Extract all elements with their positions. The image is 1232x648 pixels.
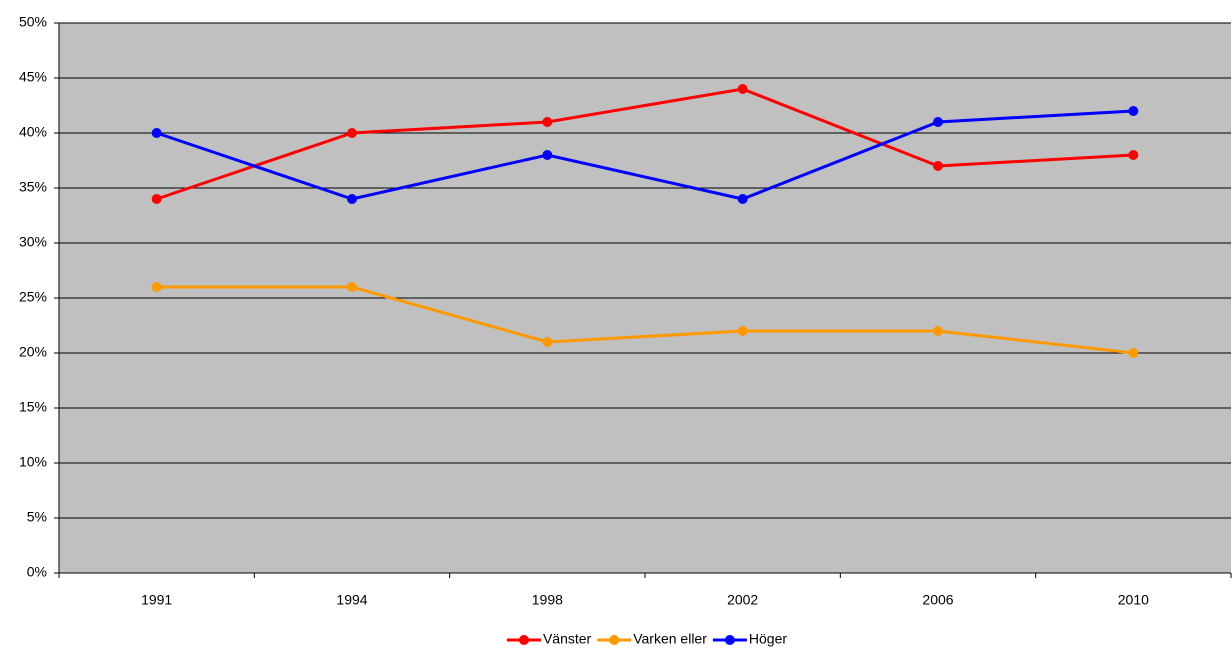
x-tick-label: 1998 xyxy=(532,592,563,608)
point xyxy=(151,128,162,138)
y-tick-label: 5% xyxy=(27,509,47,525)
y-tick-label: 45% xyxy=(19,69,47,85)
y-tick-label: 10% xyxy=(19,454,47,470)
point xyxy=(347,128,357,138)
point xyxy=(737,84,748,94)
point xyxy=(1128,106,1139,116)
point xyxy=(151,194,162,204)
x-tick-label: 2010 xyxy=(1118,592,1149,608)
point xyxy=(542,117,553,127)
y-tick-label: 35% xyxy=(19,179,47,195)
point xyxy=(933,161,943,171)
legend-label: Höger xyxy=(749,631,787,647)
point xyxy=(542,337,553,347)
point xyxy=(542,150,553,160)
y-tick-label: 0% xyxy=(27,564,47,580)
x-tick-label: 1991 xyxy=(141,592,172,608)
y-tick-label: 50% xyxy=(19,14,47,30)
point xyxy=(1128,348,1139,358)
y-tick-label: 25% xyxy=(19,289,47,305)
legend: Vänster Varken eller Höger xyxy=(506,631,787,647)
point xyxy=(933,117,943,127)
legend-label: Varken eller xyxy=(633,631,707,647)
point xyxy=(347,282,357,292)
legend-label: Vänster xyxy=(543,631,592,647)
y-tick-label: 30% xyxy=(19,234,47,250)
legend-marker xyxy=(609,635,620,645)
point xyxy=(1128,150,1139,160)
y-tick-label: 15% xyxy=(19,399,47,415)
x-tick-label: 2002 xyxy=(727,592,758,608)
y-tick-label: 20% xyxy=(19,344,47,360)
point xyxy=(737,326,748,336)
series-line xyxy=(156,285,1134,355)
legend-marker xyxy=(518,635,529,645)
point xyxy=(933,326,943,336)
series-line xyxy=(156,87,1134,201)
series-line xyxy=(156,109,1134,201)
x-tick-label: 2006 xyxy=(922,592,953,608)
point xyxy=(151,282,162,292)
point xyxy=(737,194,748,204)
point xyxy=(347,194,357,204)
legend-marker xyxy=(724,635,735,645)
y-tick-label: 40% xyxy=(19,124,47,140)
x-tick-label: 1994 xyxy=(336,592,367,608)
